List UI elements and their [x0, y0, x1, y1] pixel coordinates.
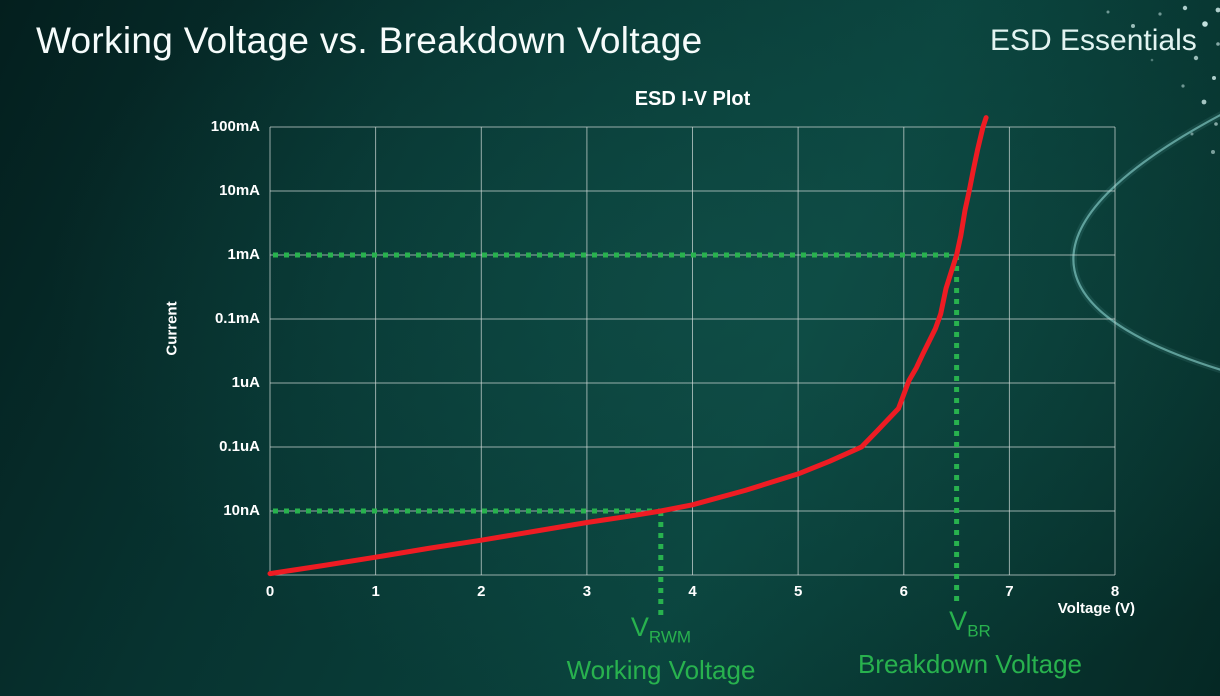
breakdown-voltage-annotation: VBR Breakdown Voltage [810, 606, 1130, 679]
page-title: Working Voltage vs. Breakdown Voltage [36, 20, 703, 61]
x-tick-label: 7 [1005, 583, 1014, 600]
swoosh-glow [1070, 111, 1220, 374]
y-tick-label: 0.1mA [214, 310, 260, 327]
vbr-symbol: VBR [810, 606, 1130, 646]
x-tick-label: 5 [793, 583, 803, 600]
x-tick-label: 8 [1110, 583, 1120, 600]
x-tick-label: 2 [477, 583, 486, 600]
vbr-subscript: BR [967, 621, 991, 641]
working-voltage-annotation: VRWM Working Voltage [531, 612, 791, 685]
vrwm-subscript: RWM [648, 627, 692, 647]
y-tick-label: 10mA [219, 182, 260, 199]
y-tick-label: 1uA [231, 374, 260, 391]
swoosh-curve [1072, 114, 1220, 371]
x-tick-label: 0 [265, 583, 275, 600]
brand-logo: ESD Essentials [990, 24, 1197, 57]
y-tick-label: 100mA [210, 118, 260, 135]
y-tick-label: 1mA [227, 246, 260, 263]
vrwm-letter: V [630, 612, 649, 642]
y-tick-label: 10nA [223, 502, 260, 519]
breakdown-voltage-label: Breakdown Voltage [857, 649, 1083, 680]
x-tick-label: 6 [899, 583, 908, 600]
x-tick-label: 3 [582, 583, 592, 600]
vrwm-symbol: VRWM [531, 612, 791, 652]
chart-title: ESD I-V Plot [634, 88, 751, 110]
x-tick-label: 4 [688, 583, 697, 600]
x-axis-title: Voltage (V) [1057, 600, 1135, 617]
working-voltage-label: Working Voltage [566, 655, 756, 686]
y-tick-label: 0.1uA [219, 438, 260, 455]
vbr-letter: V [949, 606, 968, 636]
x-tick-label: 1 [371, 583, 380, 600]
